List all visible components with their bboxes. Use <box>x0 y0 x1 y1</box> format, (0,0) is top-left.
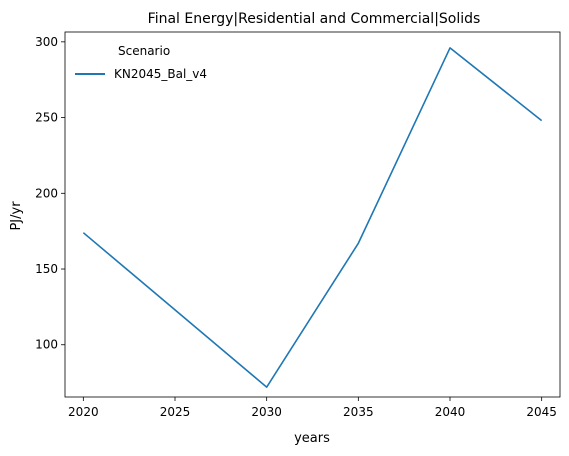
y-tick-label: 100 <box>35 338 58 352</box>
x-tick-label: 2040 <box>435 405 466 419</box>
legend-label-series-1: KN2045_Bal_v4 <box>114 67 207 81</box>
x-axis-label: years <box>294 431 330 446</box>
y-axis-label: PJ/yr <box>9 201 24 231</box>
x-tick-label: 2020 <box>68 405 99 419</box>
y-tick-label: 250 <box>35 111 58 125</box>
chart-title: Final Energy|Residential and Commercial|… <box>148 11 481 27</box>
y-axis: 100 150 200 250 300 <box>35 35 65 352</box>
x-tick-label: 2030 <box>251 405 282 419</box>
series-layer <box>82 47 543 388</box>
plot-area-frame <box>64 31 561 398</box>
y-tick-label: 200 <box>35 186 58 200</box>
legend-title: Scenario <box>118 44 170 58</box>
x-axis: 2020 2025 2030 2035 2040 2045 <box>68 397 557 419</box>
series-line-1 <box>82 47 543 388</box>
y-tick-label: 300 <box>35 35 58 49</box>
y-tick-label: 150 <box>35 262 58 276</box>
x-tick-label: 2035 <box>343 405 374 419</box>
x-tick-label: 2025 <box>160 405 191 419</box>
x-tick-label: 2045 <box>526 405 557 419</box>
legend: Scenario KN2045_Bal_v4 <box>75 44 207 81</box>
